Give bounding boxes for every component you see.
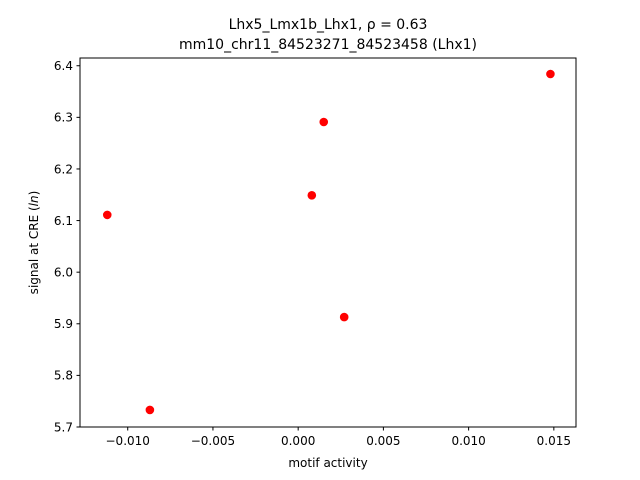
y-axis-label-prefix: signal at CRE ( [27,206,41,294]
y-tick-label: 5.7 [54,420,73,434]
x-axis-ticks: −0.010 −0.005 0.000 0.005 0.010 0.015 [106,427,571,448]
x-tick-label: 0.005 [366,434,400,448]
data-point [319,117,329,127]
plot-area-frame [79,57,577,428]
data-point [546,69,555,79]
x-tick-label: 0.010 [451,434,485,448]
chart-title: Lhx5_Lmx1b_Lhx1, ρ = 0.63 [229,17,428,33]
data-point [102,210,112,220]
x-tick-label: 0.000 [281,434,315,448]
y-axis-label-italic: ln [27,195,41,206]
chart-subtitle: mm10_chr11_84523271_84523458 (Lhx1) [179,37,477,53]
data-point [339,312,349,322]
data-point [307,190,317,200]
y-axis-label-suffix: ) [27,191,41,196]
y-tick-label: 5.9 [54,317,73,331]
x-tick-label: −0.005 [191,434,235,448]
y-axis-ticks: 5.7 5.8 5.9 6.0 6.1 6.2 6.3 6.4 [54,59,80,434]
points-layer [102,69,555,415]
y-tick-label: 5.8 [54,369,73,383]
x-axis-label: motif activity [288,456,367,470]
y-tick-label: 6.2 [54,162,73,176]
y-tick-label: 6.1 [54,214,73,228]
y-axis-label: signal at CRE (ln) [27,191,41,295]
y-tick-label: 6.0 [54,265,73,279]
x-tick-label: −0.010 [106,434,150,448]
y-tick-label: 6.3 [54,111,73,125]
x-tick-label: 0.015 [537,434,571,448]
data-point [145,405,155,415]
y-tick-label: 6.4 [54,59,73,73]
